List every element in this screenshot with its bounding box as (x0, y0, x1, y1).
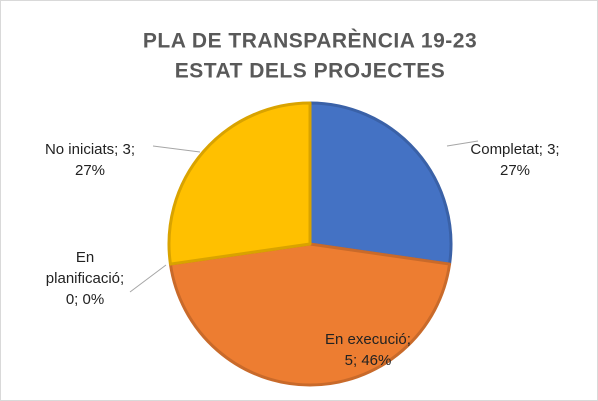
data-label: En execució; (325, 331, 411, 348)
pie-slice (308, 101, 453, 266)
data-label: 27% (500, 162, 530, 179)
leader-line (152, 145, 201, 153)
data-label: En (76, 249, 94, 266)
data-label: Completat; 3; (470, 141, 559, 158)
pie-slice (168, 242, 452, 387)
data-label: No iniciats; 3; (45, 141, 135, 158)
leader-line (129, 264, 167, 293)
data-label: planificació; (46, 270, 124, 287)
chart-title: PLA DE TRANSPARÈNCIA 19-23 (143, 30, 477, 53)
data-label: 5; 46% (345, 352, 392, 369)
data-label: 0; 0% (66, 291, 104, 308)
pie-slice (167, 101, 312, 266)
leader-line (446, 140, 479, 147)
data-label: 27% (75, 162, 105, 179)
chart-title: ESTAT DELS PROJECTES (175, 60, 446, 83)
